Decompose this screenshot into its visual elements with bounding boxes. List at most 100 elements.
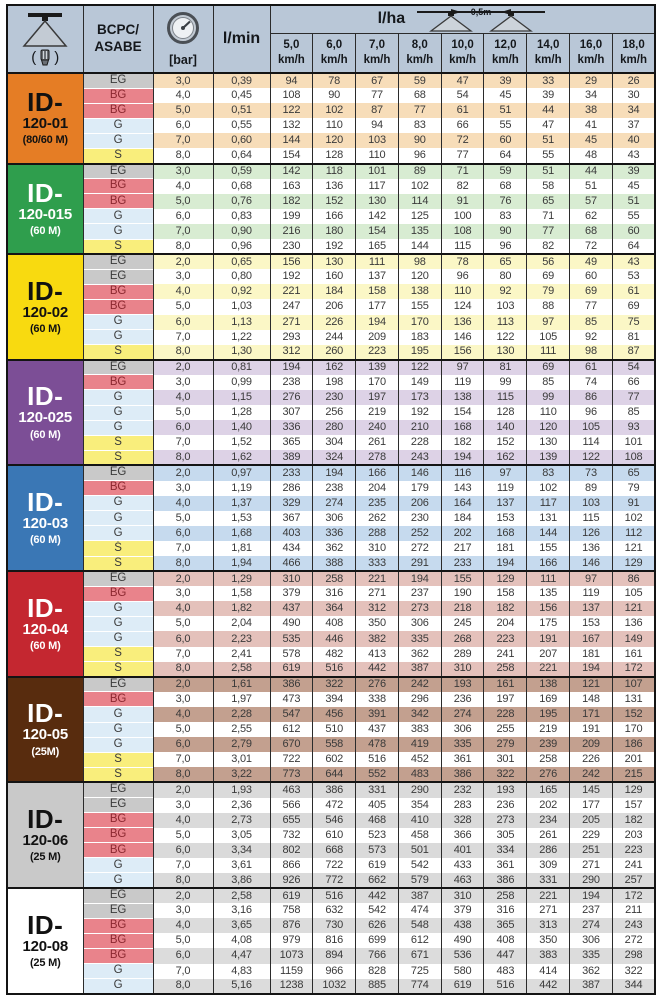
rate-cell: 335 — [397, 631, 442, 647]
rate-cell: 83 — [526, 464, 571, 481]
rate-cell: 45 — [569, 133, 613, 149]
rate-cell: 184 — [440, 510, 485, 526]
rate-cell: 100 — [440, 208, 485, 224]
pressure-cell: 4,0 — [152, 178, 214, 194]
rate-cell: 1159 — [269, 963, 314, 979]
rate-cell: 333 — [355, 556, 399, 572]
table-row: ID- 120-04 (60 M) EG 2,0 1,29 310 258 221 194 155 1… — [6, 570, 656, 677]
table-row: ID- 120-05 (25M) EG 2,0 1,61 386 322 276 242 193 16… — [6, 675, 656, 783]
flow-cell: 4,47 — [212, 948, 271, 964]
rate-cell: 83 — [483, 208, 528, 224]
rate-cell: 195 — [526, 706, 571, 723]
rate-cell: 258 — [312, 570, 357, 587]
paren-open: ( — [31, 49, 37, 66]
rate-cell: 138 — [440, 389, 485, 406]
rate-cell: 121 — [569, 675, 613, 692]
nozzle-id-cell-120-01: ID- 120-01 (80/60 M) — [6, 72, 84, 164]
bcpc-asabe-header: BCPC/ ASABE — [82, 4, 154, 74]
rate-cell: 387 — [397, 661, 442, 677]
rate-cell: 130 — [355, 193, 399, 209]
droplet-class-cell: BG — [82, 480, 154, 496]
rate-cell: 152 — [483, 435, 528, 451]
droplet-class-cell: BG — [82, 178, 154, 194]
rate-cell: 170 — [397, 314, 442, 330]
pressure-cell: 3,0 — [152, 374, 214, 390]
rate-cell: 211 — [611, 903, 656, 919]
rate-cell: 257 — [611, 872, 656, 889]
rate-cell: 218 — [440, 601, 485, 617]
rate-cell: 612 — [397, 933, 442, 949]
rate-cell: 137 — [569, 601, 613, 617]
table-row: G 4,0 1,15 276 230 197 173 138 115 99 86 77 — [7, 389, 656, 406]
rate-cell: 219 — [355, 405, 399, 421]
droplet-class-cell: EG — [82, 781, 154, 798]
rate-cell: 162 — [312, 358, 357, 375]
flow-cell: 4,08 — [212, 933, 271, 949]
rate-cell: 117 — [526, 495, 571, 511]
rate-cell: 405 — [355, 797, 399, 813]
rate-cell: 75 — [611, 314, 656, 330]
rate-cell: 58 — [526, 178, 571, 194]
droplet-class-cell: BG — [82, 298, 154, 315]
droplet-class-cell: G — [82, 313, 154, 330]
rate-cell: 732 — [269, 827, 314, 843]
rate-cell: 243 — [397, 450, 442, 466]
nozzle-id-cell-120-04: ID- 120-04 (60 M) — [6, 570, 84, 677]
rate-cell: 237 — [569, 903, 613, 919]
pressure-cell: 4,0 — [152, 495, 214, 511]
droplet-class-cell: G — [82, 208, 154, 224]
rate-cell: 130 — [526, 435, 571, 451]
flow-cell: 3,22 — [212, 767, 271, 783]
rate-cell: 102 — [312, 103, 357, 119]
rate-cell: 92 — [483, 284, 528, 300]
droplet-class-cell: BG — [82, 691, 154, 707]
rate-cell: 516 — [483, 978, 528, 994]
speed-header-5-0: 5,0 km/h — [269, 32, 314, 74]
rate-cell: 108 — [440, 223, 485, 240]
pressure-cell: 5,0 — [152, 193, 214, 209]
rate-cell: 87 — [355, 103, 399, 119]
rate-cell: 68 — [569, 223, 613, 240]
rate-cell: 362 — [312, 540, 357, 556]
table-row: EG 3,0 3,16 758 632 542 474 379 316 271 237 211 — [7, 902, 656, 919]
table-row: Ś 7,0 3,01 722 602 516 452 361 301 258 226 201 — [7, 751, 656, 768]
rate-cell: 362 — [397, 646, 442, 662]
rate-cell: 94 — [355, 118, 399, 134]
rate-cell: 140 — [483, 420, 528, 436]
flow-cell: 0,81 — [212, 358, 271, 375]
rate-cell: 67 — [355, 71, 399, 89]
rate-cell: 81 — [611, 329, 656, 345]
rate-cell: 223 — [355, 344, 399, 360]
rate-cell: 117 — [355, 178, 399, 194]
table-row: ID- 120-01 (80/60 M) EG 3,0 0,39 94 78 67 59 47 39 3… — [6, 71, 656, 164]
rate-cell: 142 — [355, 208, 399, 224]
flow-cell: 0,64 — [212, 148, 271, 164]
pressure-gauge-icon — [167, 12, 199, 44]
nozzle-id-cell-120-025: ID- 120-025 (60 M) — [6, 358, 84, 466]
rate-cell: 105 — [526, 329, 571, 345]
rate-cell: 61 — [611, 284, 656, 300]
pressure-cell: 7,0 — [152, 435, 214, 451]
rate-cell: 632 — [312, 903, 357, 919]
rate-cell: 115 — [440, 239, 485, 255]
bcpc-label-line1: BCPC/ — [96, 22, 139, 38]
rate-cell: 129 — [611, 781, 656, 798]
rate-cell: 69 — [611, 299, 656, 315]
rate-cell: 86 — [569, 389, 613, 406]
rate-cell: 262 — [355, 510, 399, 526]
rate-cell: 101 — [355, 162, 399, 179]
rate-cell: 331 — [355, 781, 399, 798]
rate-cell: 278 — [355, 450, 399, 466]
rate-cell: 242 — [569, 767, 613, 783]
droplet-class-cell: BG — [82, 917, 154, 934]
nozzle-id-cell-120-05: ID- 120-05 (25M) — [6, 675, 84, 783]
pressure-header: [bar] — [152, 4, 214, 74]
rate-cell: 361 — [483, 857, 528, 873]
rate-cell: 516 — [312, 661, 357, 677]
rate-cell: 322 — [611, 963, 656, 979]
rate-cell: 128 — [483, 405, 528, 421]
rate-cell: 149 — [611, 631, 656, 647]
rate-cell: 386 — [312, 781, 357, 798]
rate-cell: 926 — [269, 872, 314, 889]
rate-cell: 110 — [440, 284, 485, 300]
